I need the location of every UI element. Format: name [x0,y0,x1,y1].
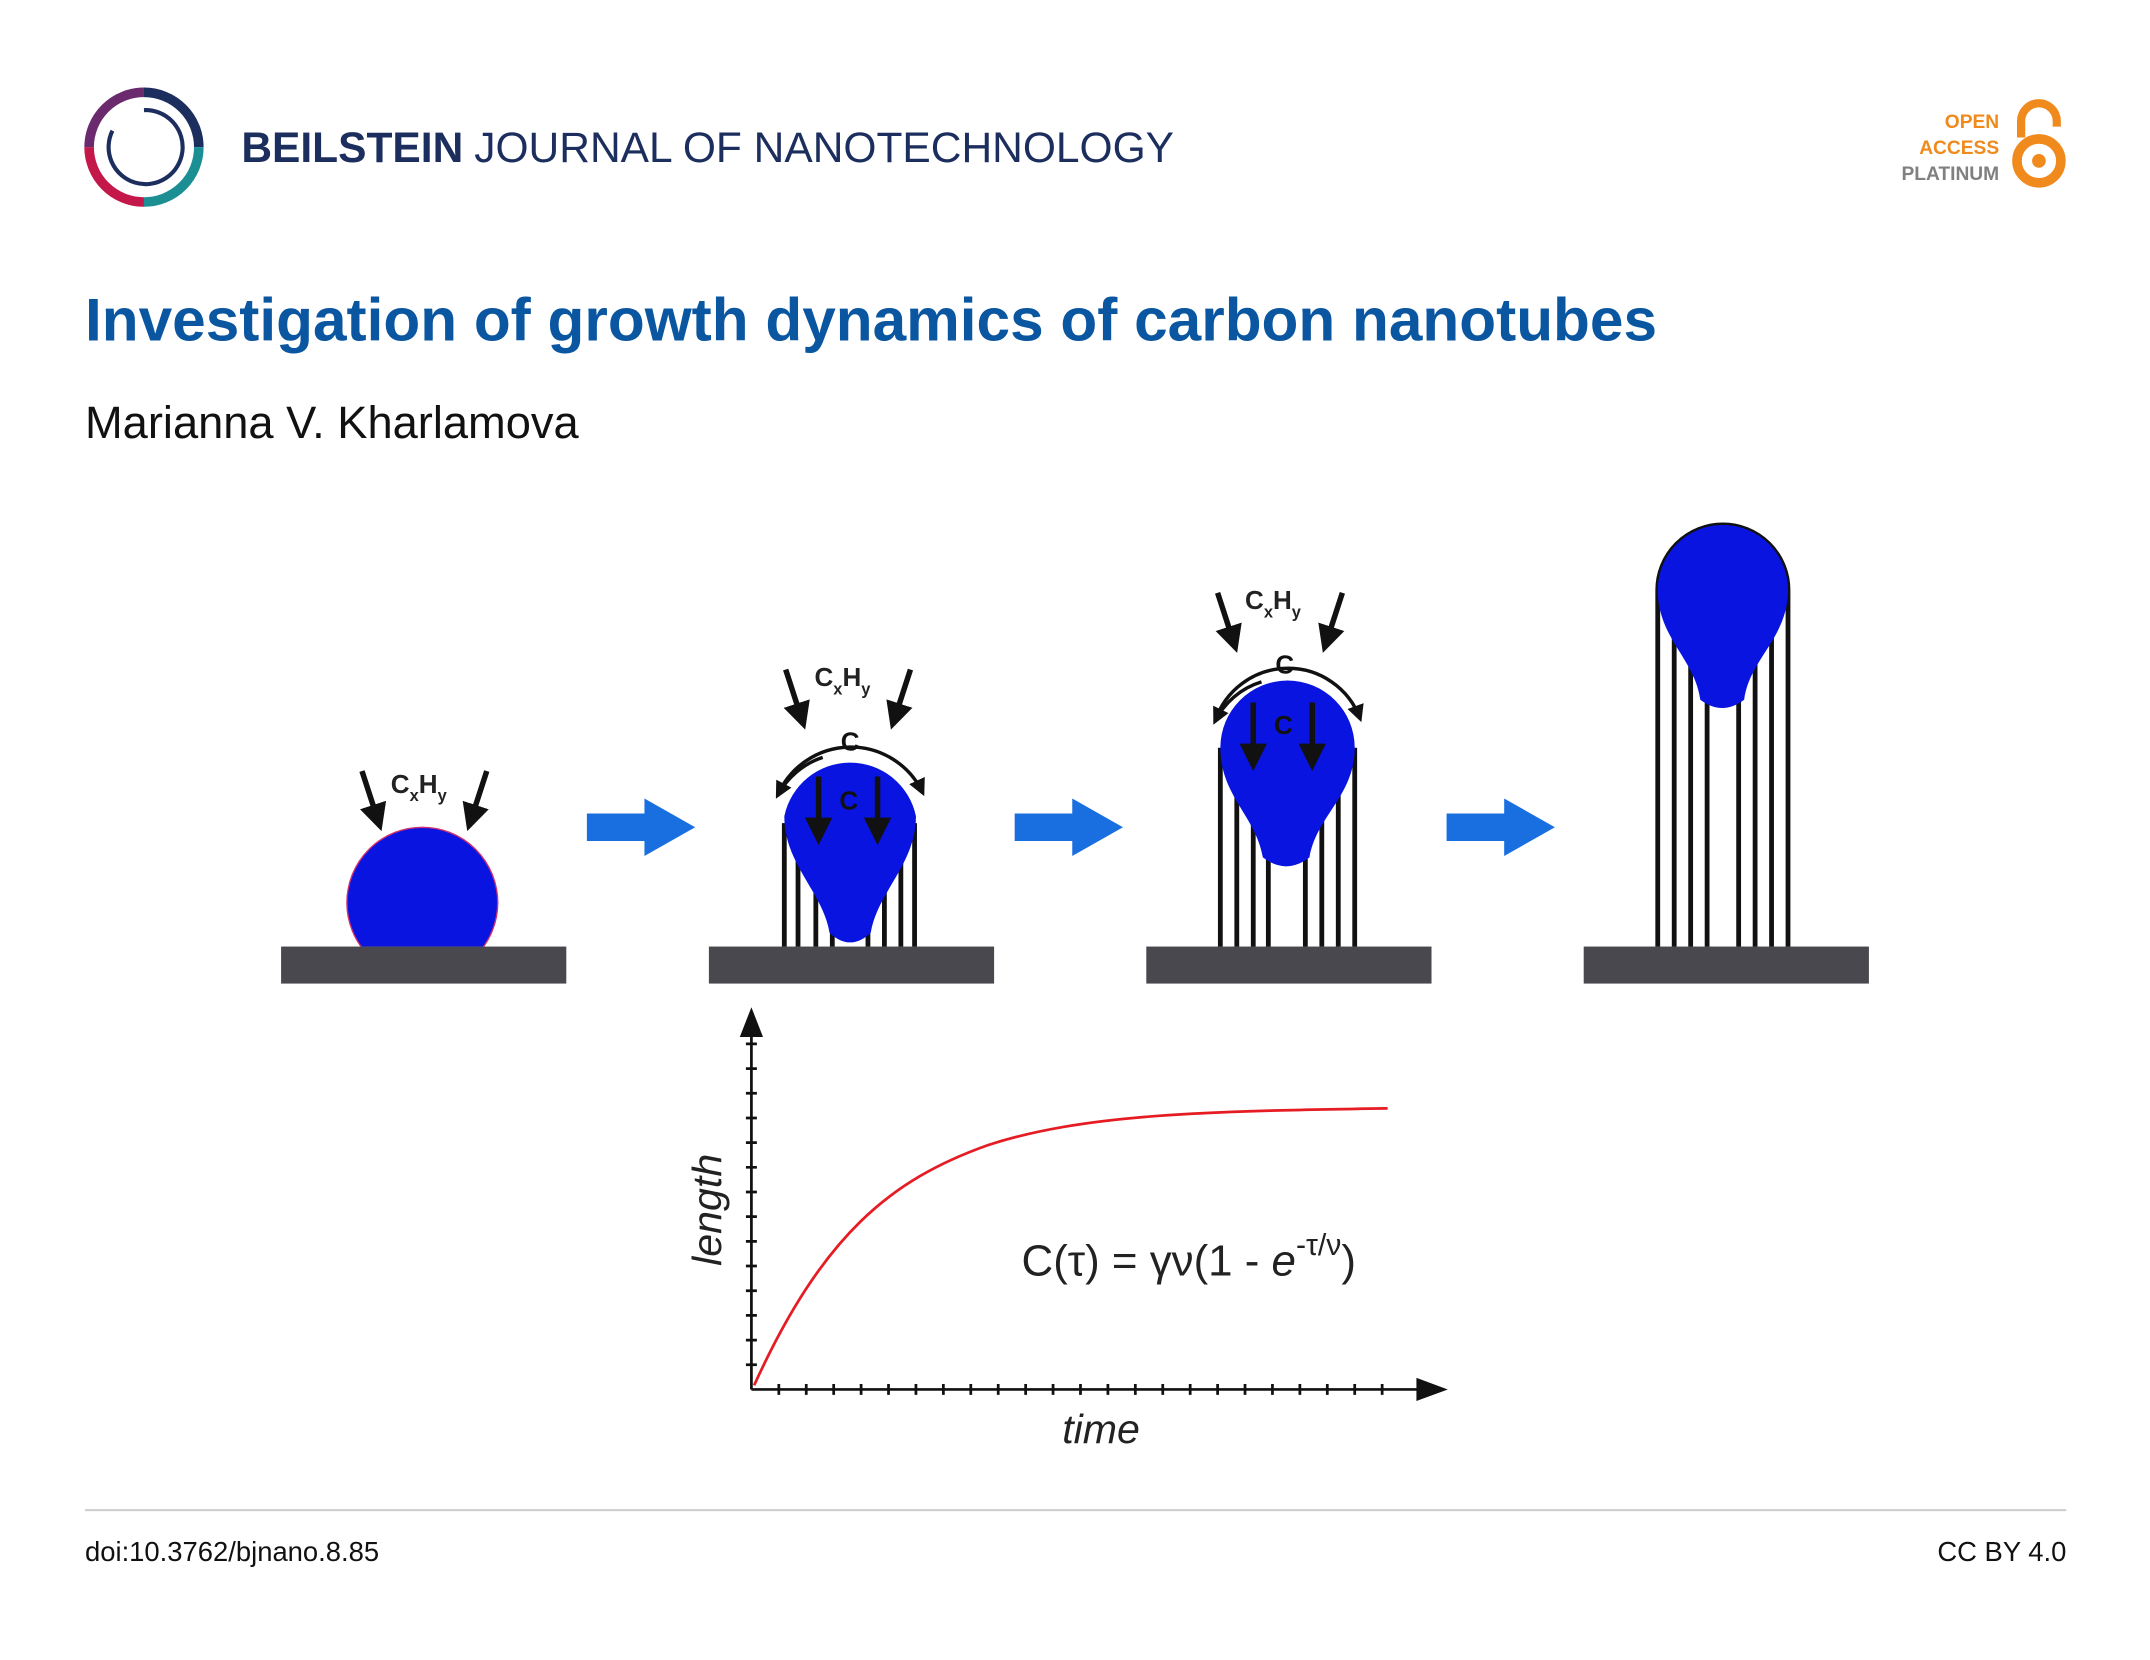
formula: C(τ) = γν(1 - e-τ/ν) [1022,1229,1356,1286]
journal-name: BEILSTEIN JOURNAL OF NANOTECHNOLOGY [241,125,1174,172]
y-axis-label: length [684,1154,730,1266]
badge-text: OPEN [1945,112,1999,133]
carbon-label: C [839,785,858,815]
license: CC BY 4.0 [1937,1536,2066,1567]
author: Marianna V. Kharlamova [85,397,580,448]
oa-badge: OPEN ACCESS PLATINUM [1901,99,2066,188]
x-axis-label: time [1062,1406,1140,1452]
growth-figure: C C C C [281,522,1869,984]
badge-text: PLATINUM [1901,164,1999,185]
badge-text: ACCESS [1919,138,1999,159]
article-title: Investigation of growth dynamics of carb… [85,285,1657,353]
carbon-label: C [841,726,860,756]
growth-plot [739,1007,1448,1402]
carbon-label: C [1274,710,1293,740]
journal-logo [84,87,204,207]
carbon-label: C [1275,650,1294,680]
doi: doi:10.3762/bjnano.8.85 [85,1536,379,1567]
